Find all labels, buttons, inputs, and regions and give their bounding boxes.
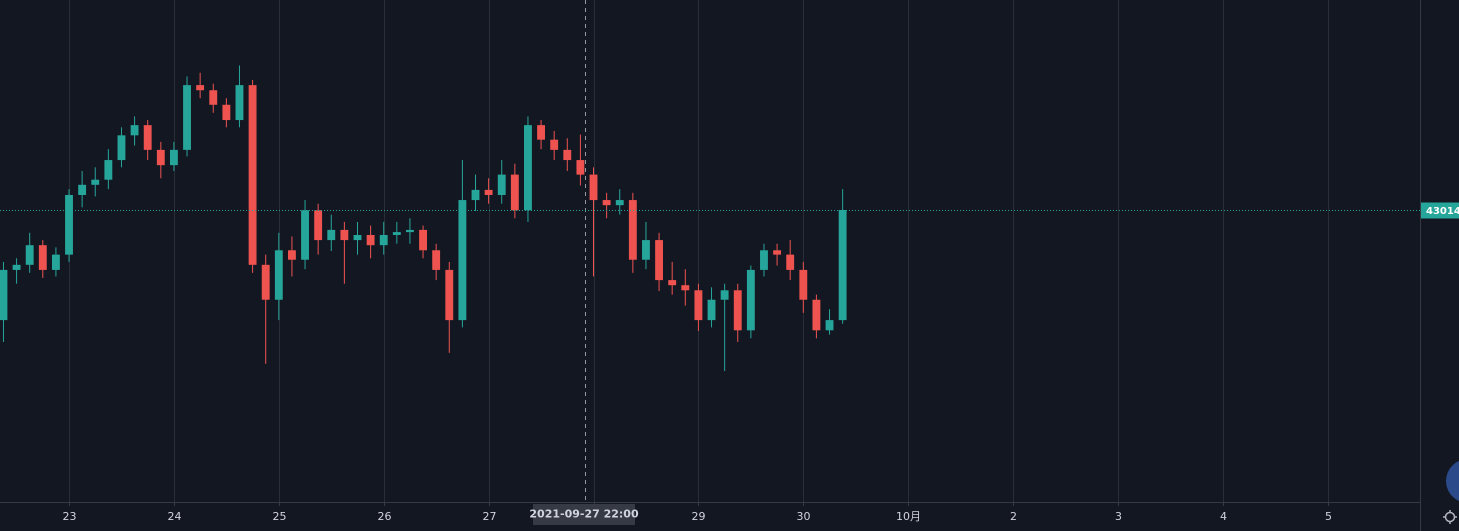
x-tick-label: 4: [1220, 510, 1227, 523]
candle-body: [602, 200, 611, 206]
x-tick-label: 30: [797, 510, 811, 523]
candle-body: [261, 264, 270, 300]
candle-body: [628, 200, 637, 260]
candle-body: [91, 179, 100, 185]
candle-body: [143, 125, 152, 150]
candle-body: [156, 149, 165, 166]
x-tick-label: 2: [1010, 510, 1017, 523]
candle-body: [209, 90, 218, 105]
candle-body: [681, 285, 690, 291]
candle-body: [720, 290, 729, 300]
candle-body: [668, 280, 677, 286]
candle-body: [458, 200, 467, 321]
settings-icon[interactable]: [1443, 510, 1457, 524]
candle-body: [589, 174, 598, 201]
candle-body: [65, 194, 73, 255]
candle-body: [694, 290, 703, 321]
candle-body: [563, 149, 572, 161]
candle-body: [786, 254, 795, 270]
candle-body: [235, 85, 244, 121]
candle-body: [497, 174, 506, 195]
candle-body: [484, 189, 493, 195]
candle-body: [419, 229, 427, 251]
candle-body: [287, 250, 296, 260]
candle-body: [812, 299, 821, 331]
scroll-button[interactable]: [1446, 459, 1459, 503]
candle-body: [353, 234, 362, 241]
candle-body: [183, 85, 191, 150]
grid-layer: [69, 0, 1329, 502]
candle-body: [392, 232, 401, 235]
x-tick-label: 5: [1325, 510, 1332, 523]
candle-body: [733, 290, 742, 331]
candle-body: [340, 229, 349, 241]
candle-body: [379, 234, 388, 246]
candle-body: [301, 210, 309, 260]
candle-layer: [0, 65, 847, 372]
candle-body: [445, 269, 454, 321]
candle-body: [406, 229, 414, 233]
candle-body: [117, 135, 126, 161]
candle-body: [78, 184, 87, 195]
candle-body: [799, 269, 808, 300]
candle-body: [248, 85, 257, 265]
candle-body: [51, 254, 60, 270]
candle-body: [366, 234, 375, 246]
candle-body: [104, 160, 113, 180]
candle-body: [222, 104, 231, 121]
candle-body: [655, 240, 664, 281]
x-tick-label: 3: [1115, 510, 1122, 523]
candle-body: [537, 125, 545, 140]
candle-body: [707, 299, 716, 321]
x-tick-label: 26: [378, 510, 392, 523]
candle-body: [327, 229, 336, 241]
x-tick-label: 23: [63, 510, 77, 523]
candle-body: [550, 139, 559, 150]
axis-layer: 232425262728293010月2345: [63, 502, 1332, 523]
x-tick-label: 29: [692, 510, 706, 523]
candle-body: [576, 160, 585, 175]
candle-body: [130, 125, 139, 136]
candle-body: [25, 245, 34, 265]
candle-body: [38, 245, 47, 270]
candle-body: [274, 250, 283, 300]
candle-body: [0, 269, 8, 321]
candle-body: [12, 264, 21, 270]
candle-body: [524, 125, 532, 211]
x-tick-label: 25: [273, 510, 287, 523]
candle-body: [169, 149, 178, 166]
x-tick-label: 10月: [896, 510, 921, 523]
last-price-box: [1421, 202, 1459, 219]
candle-body: [471, 189, 480, 201]
candle-body: [432, 250, 441, 270]
candle-body: [510, 174, 519, 211]
candle-body: [760, 250, 768, 270]
candle-body: [746, 269, 755, 331]
x-tick-label: 24: [168, 510, 182, 523]
candle-body: [314, 210, 323, 241]
crosshair-label: 2021-09-27 22:00: [529, 508, 639, 521]
x-tick-label: 27: [483, 510, 497, 523]
candle-body: [615, 200, 624, 206]
candle-body: [773, 250, 782, 255]
candle-body: [642, 240, 650, 260]
candle-body: [838, 209, 847, 321]
candle-body: [196, 85, 205, 91]
candle-body: [825, 320, 834, 331]
crosshair-label-box: [533, 504, 635, 525]
last-price-label: 43014.: [1426, 206, 1459, 217]
